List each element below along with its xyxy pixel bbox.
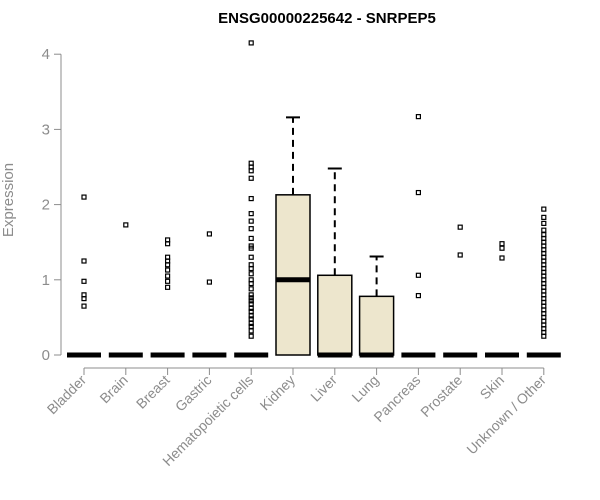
outlier-point (541, 214, 547, 220)
outlier-point (415, 292, 421, 299)
outlier-point (415, 189, 421, 196)
chart-title: ENSG00000225642 - SNRPEP5 (218, 10, 436, 27)
outlier-point (81, 258, 87, 264)
outlier-point (248, 195, 254, 202)
box (317, 274, 353, 356)
y-tick-label: 2 (42, 197, 50, 214)
box (358, 295, 395, 356)
outlier-point (541, 333, 547, 339)
outlier-point (248, 40, 254, 46)
outlier-point (165, 284, 171, 290)
outlier-point (248, 280, 254, 287)
outlier-point (248, 211, 254, 217)
outlier-point (248, 286, 254, 292)
outlier-point (165, 262, 171, 268)
outlier-point (248, 265, 254, 272)
outlier-point (415, 114, 421, 120)
outlier-point (541, 220, 547, 226)
x-tick-label: Brain (96, 372, 130, 406)
outlier-point (248, 271, 254, 277)
x-tick-label: Breast (133, 372, 173, 412)
y-tick-label: 1 (42, 272, 50, 289)
outlier-point (165, 241, 171, 247)
outlier-point (248, 292, 254, 298)
outlier-point (541, 206, 547, 212)
outlier-point (206, 231, 212, 237)
y-tick-label: 0 (42, 347, 50, 364)
outlier-point (248, 218, 254, 224)
outlier-point (457, 252, 463, 258)
x-tick-label: Unknown / Other (463, 372, 549, 458)
outlier-point (248, 226, 254, 232)
outlier-point (499, 255, 505, 261)
outlier-point (248, 298, 254, 304)
outlier-point (499, 241, 505, 247)
y-tick-label: 3 (42, 121, 50, 138)
y-axis-label: Expression (0, 163, 17, 237)
outlier-point (248, 320, 254, 327)
x-tick-label: Kidney (257, 372, 299, 414)
outlier-point (81, 194, 87, 200)
outlier-point (81, 303, 87, 309)
x-tick-label: Bladder (44, 372, 90, 418)
outlier-point (165, 273, 171, 279)
outlier-point (165, 267, 171, 273)
outlier-point (541, 227, 547, 233)
x-tick-label: Prostate (417, 372, 465, 420)
outlier-point (248, 313, 254, 319)
x-tick-label: Skin (477, 372, 508, 403)
outlier-point (81, 296, 87, 302)
outlier-point (248, 333, 254, 339)
outlier-point (165, 278, 171, 284)
outlier-point (206, 279, 212, 285)
outlier-point (457, 224, 463, 230)
outlier-point (81, 278, 87, 284)
outlier-point (248, 235, 254, 242)
outlier-point (248, 245, 254, 251)
outlier-point (248, 168, 254, 174)
box (275, 194, 311, 356)
outlier-point (248, 305, 254, 311)
outlier-point (248, 295, 254, 301)
outlier-point (248, 175, 254, 181)
x-tick-label: Lung (348, 372, 381, 405)
y-tick-label: 4 (42, 46, 50, 63)
outlier-point (499, 245, 505, 251)
x-tick-label: Liver (307, 372, 340, 405)
outlier-point (248, 254, 254, 260)
outlier-point (123, 222, 129, 228)
outlier-point (248, 328, 254, 334)
outlier-point (415, 272, 421, 278)
